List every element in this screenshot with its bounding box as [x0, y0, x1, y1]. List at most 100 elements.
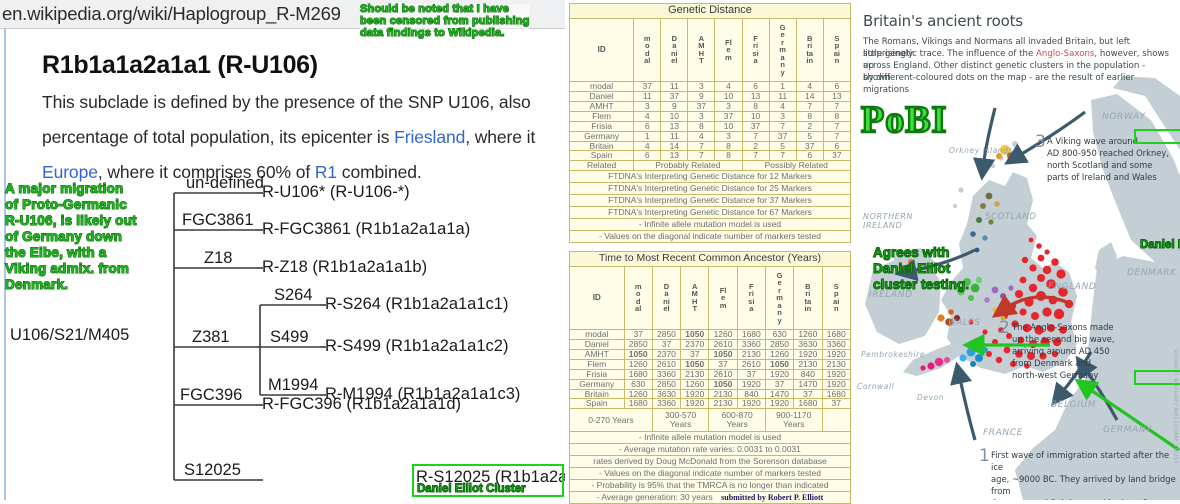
tmrca-legend-0-270: 0-270 Years — [569, 408, 653, 433]
gd-row-label-daniel: Daniel — [568, 90, 635, 102]
cell: 11 — [660, 81, 689, 92]
cell: 3630 — [793, 338, 823, 350]
cell: 2130 — [793, 358, 823, 370]
pobi-deck-line-2: little genetic trace. The influence of t… — [863, 48, 1175, 73]
gd-body: modal 37 11 3 4 6 1 4 6 Daniel 11 37 9 10 13 11 14 13 AMHT… — [568, 81, 852, 162]
cell: 1050 — [764, 358, 795, 370]
column-header-germany: Germany — [764, 266, 795, 330]
cell: 10 — [714, 120, 743, 132]
tmrca-legend-row: 0-270 Years 300-570 Years 600-870 Years … — [569, 408, 852, 433]
cell: 1920 — [736, 398, 766, 410]
tree-snp-fgc3861: FGC3861 — [182, 211, 254, 229]
tree-lines — [173, 192, 326, 481]
cell: 2850 — [651, 329, 682, 340]
cell: 10 — [741, 110, 770, 122]
url-text: en.wikipedia.org/wiki/Haplogroup_R-M269 — [2, 3, 341, 24]
tmrca-row-label-modal: modal — [569, 329, 625, 340]
wikipedia-article-body: R1b1a1a2a1a1 (R-U106) This subclade is d… — [4, 29, 567, 500]
gd-legend-probably: Probably Related — [633, 160, 743, 172]
gd-ftdna-link-37[interactable]: FTDNA's Interpreting Genetic Distance fo… — [569, 194, 851, 208]
cell: 6 — [633, 150, 662, 162]
cell: 3 — [768, 110, 797, 122]
cell: 1920 — [764, 368, 795, 380]
cell: 37 — [822, 150, 852, 162]
table-row: Daniel 11 37 9 10 13 11 14 13 — [568, 90, 852, 102]
tree-snp-z18: Z18 — [204, 249, 233, 267]
cell: 1470 — [793, 378, 823, 390]
map-note-text-2: The Anglo-Saxons made up the second big … — [1012, 322, 1115, 380]
gd-ftdna-link-12[interactable]: FTDNA's Interpreting Genetic Distance fo… — [569, 170, 851, 184]
cluster-dots-red — [968, 237, 1074, 369]
red-annotation-arrow — [991, 294, 1072, 318]
cell: 37 — [793, 388, 823, 400]
cell: 14 — [795, 90, 824, 102]
country-label-ireland: IRELAND — [869, 290, 913, 300]
daniel-elliot-cluster-highlight-box — [412, 464, 564, 497]
cell: 1680 — [821, 388, 852, 400]
cell: 1920 — [821, 348, 852, 360]
tree-snp-un-defined: un-defined — [186, 174, 264, 192]
cell: 1680 — [821, 329, 852, 340]
gd-id-header: ID — [568, 18, 635, 82]
gd-note-1: - Infinite allele mutation model is used — [569, 218, 851, 232]
gd-caption: Genetic Distance — [569, 3, 851, 19]
country-label-norway: NORWAY — [1102, 112, 1146, 122]
cell: 1470 — [764, 388, 795, 400]
cell: 7 — [795, 100, 824, 112]
tree-snp-s499: S499 — [270, 328, 309, 346]
cell: 7 — [687, 140, 716, 152]
gd-header-row: ID modal Daniel AMHT Flem Frisia Germany Brita… — [568, 18, 852, 82]
column-header-modal: modal — [633, 18, 662, 82]
genetic-distance-table: Genetic Distance ID modal Daniel AMHT Flem F… — [568, 3, 852, 244]
tree-snp-s12025: S12025 — [184, 461, 241, 479]
para2-text-a: percentage of total population, its epic… — [42, 127, 395, 147]
cell: 1920 — [764, 398, 795, 410]
pobi-watermark: PoBI — [860, 98, 948, 142]
map-note-number-1: 1 — [979, 446, 990, 466]
cell: 1680 — [793, 398, 823, 410]
column-header-britain: Britain — [795, 18, 824, 82]
annotation-agrees-with-cluster: Agrees with Daniel Elliot cluster testin… — [872, 244, 970, 292]
cell: 1050 — [623, 348, 653, 360]
gd-legend-row: Related Probably Related Possibly Relate… — [568, 160, 852, 172]
tree-leaf-z18: R-Z18 (R1b1a2a1a1b) — [262, 258, 428, 276]
tmrca-row-label-spain: Spain — [569, 398, 625, 410]
column-header-flem: Flem — [708, 266, 738, 330]
cell: 7 — [768, 150, 797, 162]
link-europe[interactable]: Europe — [42, 162, 98, 182]
gd-ftdna-link-25[interactable]: FTDNA's Interpreting Genetic Distance fo… — [569, 182, 851, 196]
cell: 37 — [821, 398, 852, 410]
cell: 7 — [822, 100, 852, 112]
cell: 37 — [651, 338, 682, 350]
wikipedia-screenshot-panel: en.wikipedia.org/wiki/Haplogroup_R-M269 … — [0, 0, 610, 500]
gd-germany-row-highlight — [1134, 129, 1180, 144]
cell: 2130 — [821, 358, 852, 370]
cell: 37 — [633, 81, 662, 92]
link-friesland[interactable]: Friesland — [394, 127, 466, 147]
article-title: R1b1a1a2a1a1 (R-U106) — [42, 51, 318, 79]
gd-ftdna-link-67[interactable]: FTDNA's Interpreting Genetic Distance fo… — [569, 206, 851, 220]
tmrca-row-label-germany: Germany — [569, 378, 625, 390]
column-header-daniel: Daniel — [651, 266, 682, 330]
country-label-wales: WALES — [948, 318, 981, 328]
cell: 13 — [660, 150, 689, 162]
tree-leaf-u106: R-U106* (R-U106-*) — [262, 183, 410, 201]
country-label-pembrokeshire: Pembrokeshire — [861, 350, 926, 359]
table-row: Frisia 1680 3360 2130 2610 37 1920 840 1920 — [569, 368, 852, 380]
cell: 9 — [660, 100, 689, 112]
link-r1[interactable]: R1 — [314, 162, 338, 182]
cell: 6 — [633, 120, 662, 132]
gd-note-2: - Values on the diagonal indicate number… — [569, 230, 851, 244]
table-row: Spain 6 13 7 8 7 7 6 37 — [568, 150, 852, 162]
haplogroup-tree-diagram: U106/S21/M405 un-defined FGC3861 Z18 Z38… — [10, 174, 610, 500]
tmrca-note-4: - Values on the diagonal indicate number… — [569, 467, 851, 481]
table-row: Britain 1260 3630 1920 2130 840 1470 37 1680 — [569, 388, 852, 400]
annotation-cluster-testing: Daniel Elliot Cluster testing — [1140, 239, 1180, 252]
tree-leaf-s12025: R-S12025 (R1b1a2a1a1e) — [416, 468, 610, 486]
cell: 1 — [768, 81, 797, 92]
cell: 37 — [736, 368, 766, 380]
cell: 1920 — [793, 348, 823, 360]
cell: 4 — [633, 110, 662, 122]
gd-row-label-amht: AMHT — [568, 100, 635, 112]
ftdna-tables-panel: Genetic Distance ID modal Daniel AMHT Flem F… — [565, 0, 1180, 504]
